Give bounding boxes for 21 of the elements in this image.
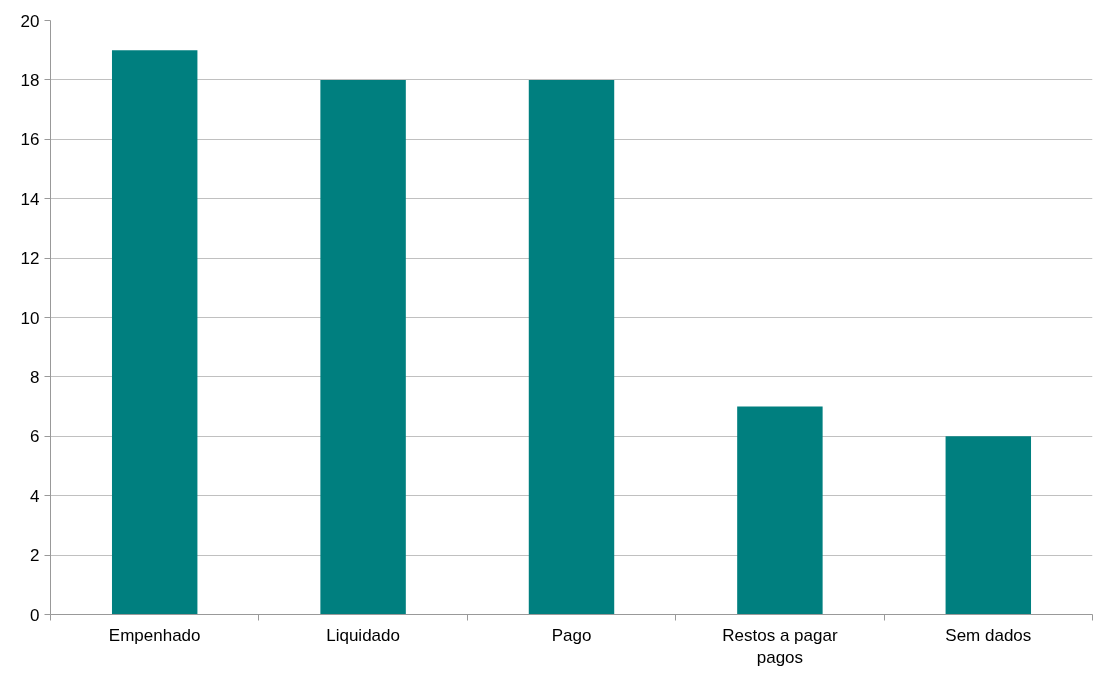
y-tick-label: 4 (30, 486, 40, 506)
x-tick-label: Liquidado (326, 625, 400, 645)
y-tick-label: 20 (20, 11, 40, 31)
x-tick-label: Pago (551, 625, 592, 645)
bar (528, 79, 615, 615)
x-tick-label: Empenhado (108, 625, 201, 645)
y-tick-label: 8 (30, 367, 40, 387)
y-tick-label: 18 (20, 70, 40, 90)
bar (737, 406, 823, 615)
y-tick-label: 14 (20, 189, 40, 209)
bar (945, 436, 1032, 615)
y-tick-label: 6 (30, 427, 40, 447)
x-tick-label: Sem dados (945, 625, 1032, 645)
y-tick-label: 10 (20, 308, 40, 328)
x-tick-label: Restos a pagar pagos (722, 625, 838, 668)
y-tick-label: 2 (30, 546, 40, 566)
y-tick-label: 0 (30, 605, 40, 625)
bar (111, 50, 198, 615)
y-tick-label: 16 (20, 130, 40, 150)
y-tick-label: 12 (20, 249, 40, 269)
bar (320, 79, 406, 615)
